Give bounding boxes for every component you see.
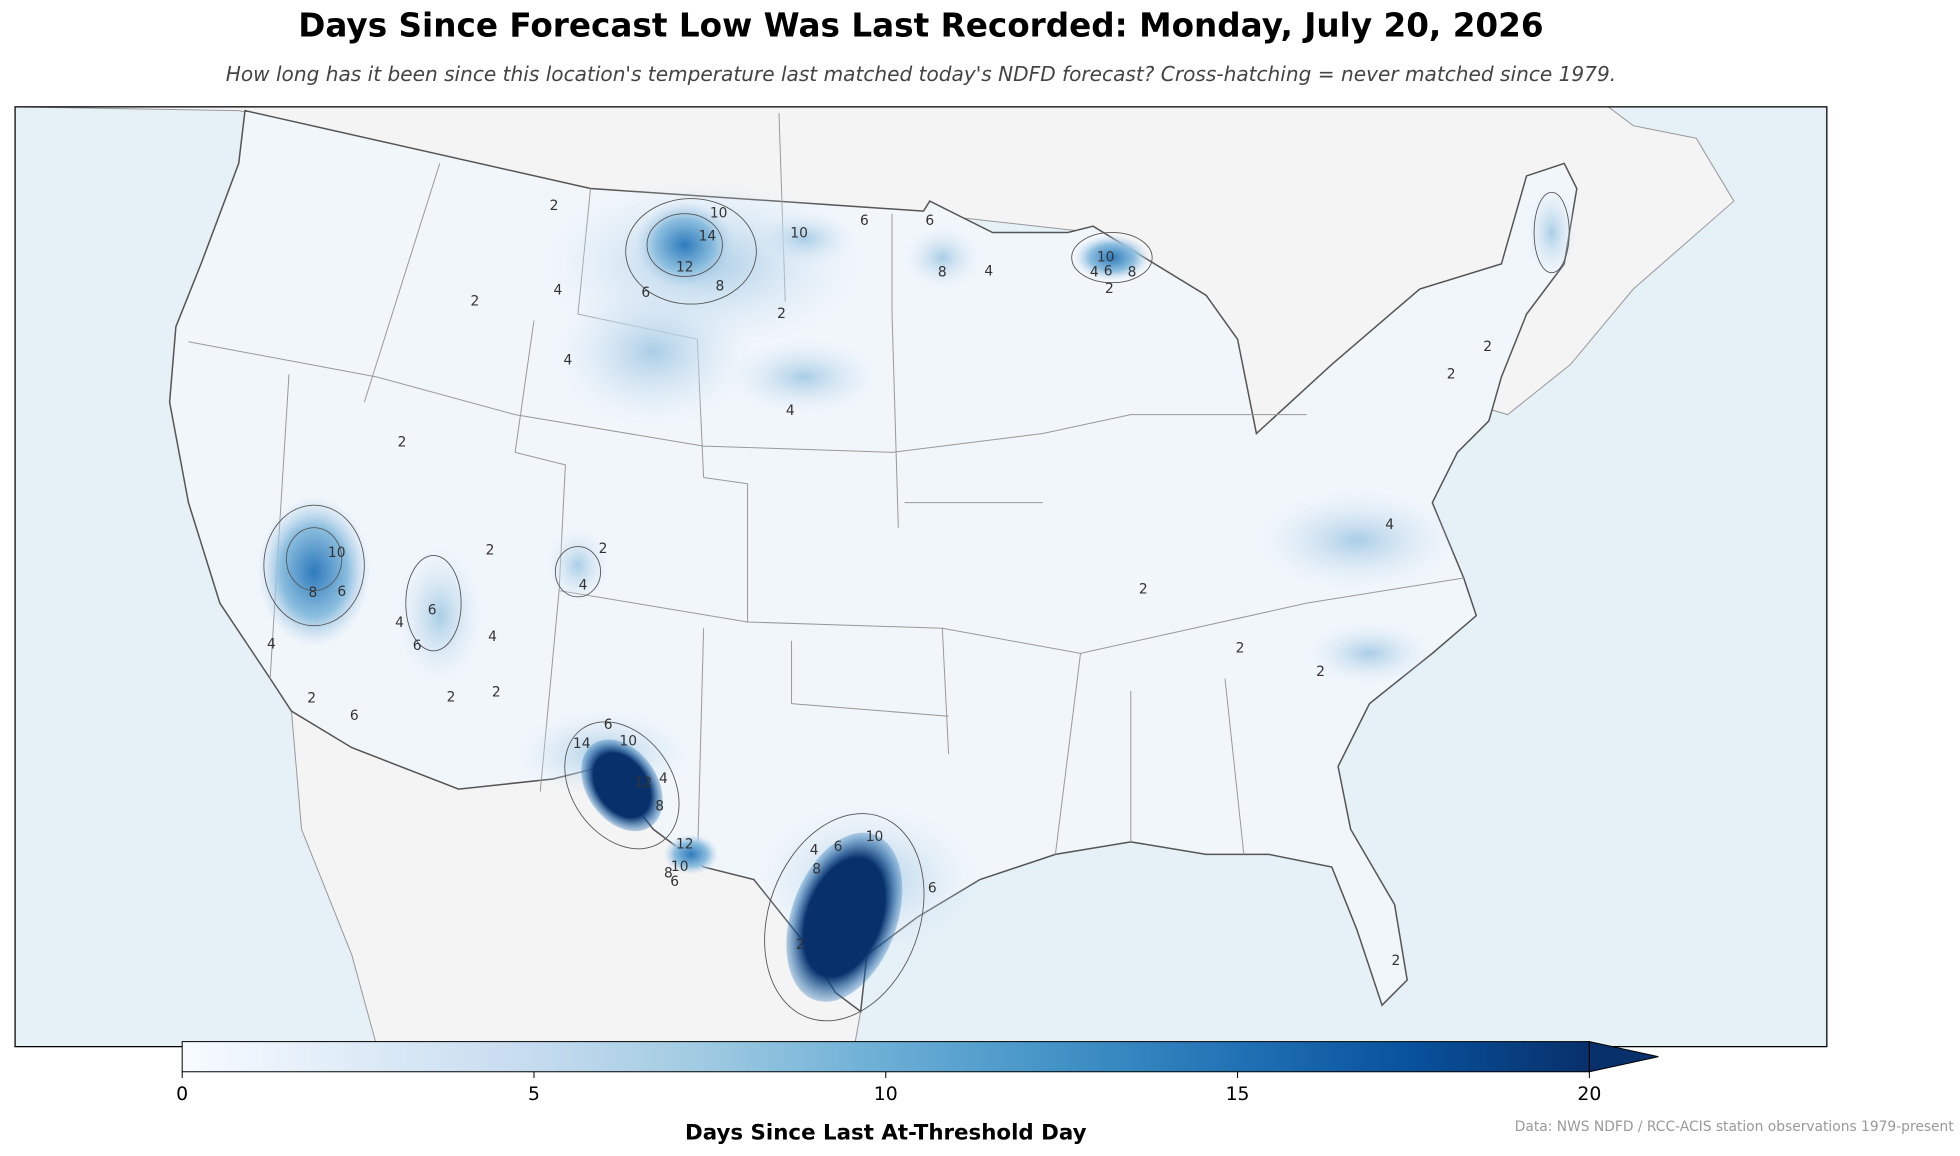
- contour-label: 2: [471, 294, 480, 310]
- colorbar-tick-label: 15: [1226, 1084, 1250, 1105]
- contour-label: 10: [671, 859, 689, 875]
- contour-label: 6: [350, 708, 359, 724]
- title: Days Since Forecast Low Was Last Recorde…: [298, 7, 1543, 45]
- contour-lines: [263, 191, 1570, 1022]
- contour-label: 2: [1316, 664, 1325, 680]
- contour-label: 2: [1391, 953, 1400, 969]
- contour-label: 4: [395, 615, 404, 631]
- colorbar-label: Days Since Last At-Threshold Day: [685, 1120, 1087, 1145]
- contour-label: 2: [1483, 339, 1492, 355]
- contour-label: 2: [492, 684, 501, 700]
- us-land: [168, 109, 1578, 1013]
- contour-label: 2: [307, 691, 316, 707]
- colorbar-tick-label: 10: [874, 1084, 898, 1105]
- contour-label: 2: [550, 198, 559, 214]
- state-lines: [188, 113, 1464, 867]
- contour-label: 8: [812, 861, 821, 877]
- contour-label: 14: [699, 228, 717, 244]
- contour-label: 4: [488, 629, 497, 645]
- colorbar-tick-label: 0: [176, 1084, 188, 1105]
- contour-label: 6: [928, 880, 937, 896]
- contour-label: 10: [866, 829, 884, 845]
- colorbar-fill: [182, 1041, 1590, 1072]
- colorbar: 0 5 10 15 20: [176, 1040, 1659, 1105]
- contour-label: 4: [1090, 265, 1099, 281]
- contour-label: 10: [790, 226, 808, 242]
- contour-label: 4: [553, 282, 562, 298]
- contour-label: 4: [786, 403, 795, 419]
- contour-label: 4: [1385, 517, 1394, 533]
- contour-label: 4: [810, 843, 819, 859]
- contour-label: 10: [710, 206, 728, 222]
- contour-label: 6: [925, 213, 934, 229]
- contour-label: 2: [447, 689, 456, 705]
- colorbar-tick-label: 20: [1577, 1084, 1601, 1105]
- contour-label: 14: [573, 736, 591, 752]
- contour-label: 6: [641, 285, 650, 301]
- contour-label: 6: [428, 603, 437, 619]
- contour-label: 6: [337, 584, 346, 600]
- contour-label: 10: [619, 733, 637, 749]
- contour-label: 12: [676, 260, 694, 276]
- contour-label: 6: [670, 874, 679, 890]
- contour-label: 4: [984, 263, 993, 279]
- contour-label: 4: [659, 771, 668, 787]
- contour-label: 2: [1447, 366, 1456, 382]
- contour-label: 6: [604, 717, 613, 733]
- contour-label: 12: [676, 836, 694, 852]
- contour-label: 2: [796, 937, 805, 953]
- contour-label: 8: [938, 265, 947, 281]
- contour-label: 6: [1104, 263, 1113, 279]
- source-note: Data: NWS NDFD / RCC-ACIS station observ…: [1515, 1119, 1955, 1135]
- contour-label: 8: [1128, 265, 1137, 281]
- contour-label: 6: [860, 213, 869, 229]
- contour-label: 4: [267, 637, 276, 653]
- contour-label: 4: [579, 578, 588, 594]
- colorbar-tick-label: 5: [528, 1084, 540, 1105]
- contour-label: 2: [486, 542, 495, 558]
- contour-label: 10: [1097, 250, 1115, 266]
- contour-label: 2: [1236, 640, 1245, 656]
- shading: [257, 175, 1577, 1002]
- contour-label: 8: [308, 585, 317, 601]
- contour-label: 2: [398, 434, 407, 450]
- contour-label: 4: [563, 353, 572, 369]
- contour-label: 2: [599, 541, 608, 557]
- contour-label: 8: [716, 279, 725, 295]
- contour-label: 8: [655, 799, 664, 815]
- contour-label: 6: [834, 839, 843, 855]
- contour-label: 2: [777, 306, 786, 322]
- contour-label: 8: [664, 865, 673, 881]
- subtitle: How long has it been since this location…: [226, 62, 1616, 86]
- contour-label: 10: [328, 545, 346, 561]
- contour-label: 12: [634, 775, 652, 791]
- contour-label: 6: [413, 638, 422, 654]
- contour-label: 2: [1139, 581, 1148, 597]
- contour-label: 2: [1105, 281, 1114, 297]
